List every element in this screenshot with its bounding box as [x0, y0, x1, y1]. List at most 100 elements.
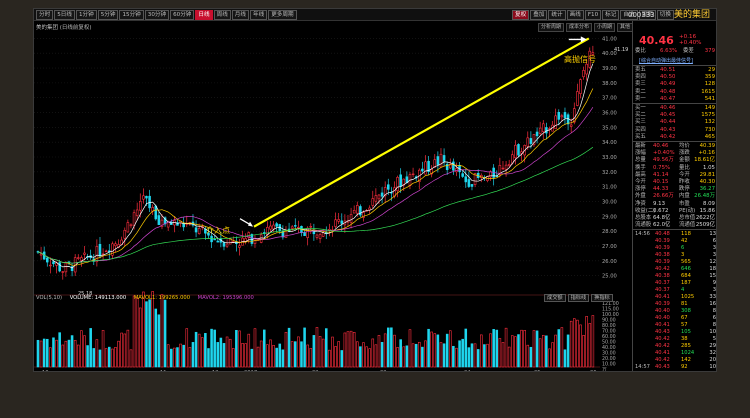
- volume-bar-up: [548, 348, 551, 368]
- candle-up: [49, 264, 52, 267]
- stat-value: +0.40%: [653, 150, 675, 157]
- tick-row: 40.41 1025 33: [633, 294, 716, 301]
- tool-tab-3[interactable]: 画线: [566, 10, 584, 20]
- tool-tab-2[interactable]: 统计: [548, 10, 566, 20]
- volume-tab-2[interactable]: 换指标: [591, 294, 613, 302]
- candle-down: [148, 195, 151, 209]
- low-price-label: 25.18: [78, 291, 93, 297]
- volume-bar-down: [492, 329, 495, 368]
- tool-tab-1[interactable]: 叠加: [530, 10, 548, 20]
- tick-count: 12: [709, 259, 716, 265]
- stat-value: 40.39: [699, 143, 715, 149]
- tab-period-5[interactable]: 30分钟: [144, 10, 170, 20]
- volume-bar-up: [541, 334, 545, 368]
- volume-tab-0[interactable]: 成交额: [544, 294, 566, 302]
- volume-bar-down: [458, 340, 461, 368]
- volume-bar-down: [452, 345, 455, 368]
- auto-signal-link[interactable]: [综合自动弹出最佳信号]: [639, 58, 693, 64]
- order-price: 40.47: [660, 95, 676, 102]
- order-volume: 1575: [701, 112, 715, 119]
- volume-bar-up: [585, 316, 588, 368]
- candle-up: [197, 228, 201, 234]
- volume-bar-up: [173, 347, 176, 368]
- rate-label: 委比: [635, 48, 646, 54]
- volume-bar-down: [58, 332, 61, 368]
- diff-value: 379: [704, 48, 715, 54]
- volume-bar-up: [188, 347, 192, 368]
- order-price: 40.48: [660, 88, 676, 95]
- volume-bar-up: [309, 348, 313, 368]
- tick-price: 40.39: [655, 238, 670, 244]
- date-label: 02: [312, 370, 319, 371]
- kline-chart[interactable]: [34, 21, 600, 372]
- volume-bar-up: [368, 348, 371, 368]
- tab-period-4[interactable]: 15分钟: [119, 10, 144, 20]
- candle-up: [374, 195, 378, 202]
- tab-period-10[interactable]: 年线: [250, 10, 268, 20]
- stat-value: 1.05: [702, 164, 715, 171]
- volume-bar-up: [504, 327, 508, 368]
- tool-tab-4[interactable]: F10: [584, 10, 602, 20]
- tick-volume: 57: [681, 322, 688, 328]
- tab-period-1[interactable]: 5日线: [54, 10, 75, 20]
- candle-down: [154, 205, 158, 220]
- tab-period-0[interactable]: 分时: [36, 10, 54, 20]
- volume-bar-down: [207, 348, 210, 368]
- tick-row: 40.42 285 29: [633, 343, 716, 350]
- candle-up: [160, 219, 164, 227]
- tool-tab-7[interactable]: 周期: [638, 10, 656, 20]
- volume-bar-up: [241, 343, 244, 368]
- tab-period-11[interactable]: 更多周期: [268, 10, 297, 20]
- tab-period-7[interactable]: 日线: [195, 10, 213, 20]
- stat-label: 今开: [635, 179, 646, 185]
- volume-bar-down: [157, 314, 161, 368]
- candle-up: [83, 252, 86, 255]
- candle-up: [290, 226, 294, 229]
- chart-button-1[interactable]: 成本分布: [566, 23, 593, 32]
- volume-bar-down: [182, 344, 185, 368]
- tab-period-2[interactable]: 1分钟: [75, 10, 97, 20]
- chart-button-2[interactable]: 小周期: [594, 23, 616, 32]
- volume-bar-up: [523, 330, 526, 368]
- tick-count: 8: [712, 308, 716, 314]
- tool-tab-5[interactable]: 标记: [602, 10, 620, 20]
- tab-period-3[interactable]: 5分钟: [97, 10, 119, 20]
- price-tick-label: 40.00: [602, 51, 617, 57]
- volume-bar-up: [49, 347, 52, 368]
- volume-bar-down: [517, 334, 520, 368]
- volume-caption: VOL(5,10) VOLUME: 149113.000 MAVOL1: 199…: [36, 295, 260, 301]
- tool-tab-0[interactable]: 复权: [512, 10, 530, 20]
- tick-row: 40.41 1024 32: [633, 350, 716, 357]
- volume-tab-1[interactable]: 指标线: [567, 294, 590, 302]
- candle-down: [461, 173, 464, 177]
- stat-row: 涨停 44.33 跌停 36.27: [635, 186, 716, 193]
- order-label: 卖五: [635, 67, 646, 73]
- volume-bar-up: [135, 297, 139, 368]
- volume-bar-down: [467, 347, 471, 368]
- volume-bar-up: [160, 294, 164, 368]
- candle-up: [238, 245, 241, 248]
- tick-count: 9: [712, 280, 716, 286]
- candle-up: [64, 262, 68, 273]
- candle-up: [368, 207, 371, 211]
- candle-down: [182, 223, 185, 228]
- tab-period-6[interactable]: 60分钟: [170, 10, 195, 20]
- tool-tab-6[interactable]: 自选: [620, 10, 638, 20]
- candle-down: [157, 215, 161, 225]
- tool-tab-8[interactable]: 切换: [656, 10, 674, 20]
- volume-bar-down: [154, 308, 158, 368]
- candle-up: [334, 219, 337, 227]
- tab-period-9[interactable]: 月线: [231, 10, 249, 20]
- tab-period-8[interactable]: 周线: [213, 10, 231, 20]
- volume-bar-down: [46, 338, 49, 368]
- candle-down: [517, 144, 520, 156]
- price-tick-label: 27.00: [602, 244, 617, 250]
- candle-up: [439, 153, 443, 168]
- candle-down: [563, 112, 567, 119]
- candle-up: [259, 234, 263, 243]
- candle-down: [445, 163, 449, 171]
- chart-button-0[interactable]: 分析周期: [538, 23, 565, 32]
- tick-volume: 105: [681, 329, 691, 335]
- tick-price: 40.39: [655, 301, 670, 307]
- chart-button-3[interactable]: 其他: [617, 23, 634, 32]
